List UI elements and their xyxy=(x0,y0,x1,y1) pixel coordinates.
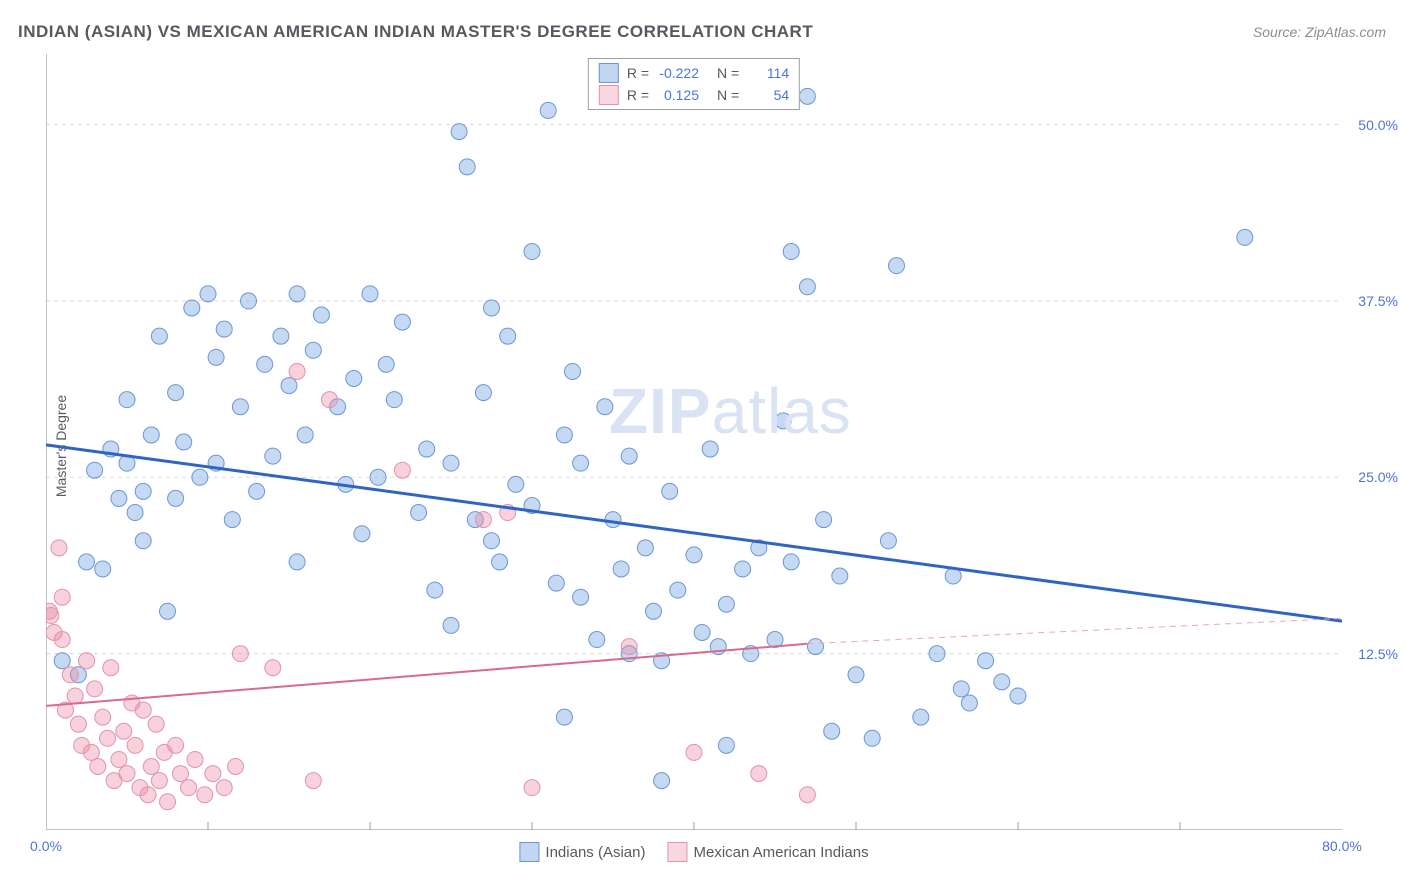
legend-swatch xyxy=(667,842,687,862)
legend-swatch xyxy=(519,842,539,862)
y-tick-label: 25.0% xyxy=(1348,469,1398,485)
chart-area: ZIPatlas R =-0.222 N =114 R =0.125 N =54… xyxy=(46,54,1342,830)
y-tick-label: 37.5% xyxy=(1348,293,1398,309)
legend-swatch xyxy=(599,63,619,83)
legend-swatch xyxy=(599,85,619,105)
series-legend: Indians (Asian) Mexican American Indians xyxy=(519,842,868,862)
x-tick-label: 80.0% xyxy=(1322,838,1362,854)
chart-title: INDIAN (ASIAN) VS MEXICAN AMERICAN INDIA… xyxy=(18,22,813,42)
legend-stat-row: R =0.125 N =54 xyxy=(599,85,789,105)
correlation-legend: R =-0.222 N =114 R =0.125 N =54 xyxy=(588,58,800,110)
y-tick-label: 50.0% xyxy=(1348,117,1398,133)
legend-series-item: Indians (Asian) xyxy=(519,842,645,862)
x-tick-label: 0.0% xyxy=(30,838,62,854)
source-credit: Source: ZipAtlas.com xyxy=(1253,24,1386,40)
legend-series-item: Mexican American Indians xyxy=(667,842,868,862)
legend-stat-row: R =-0.222 N =114 xyxy=(599,63,789,83)
y-tick-label: 12.5% xyxy=(1348,646,1398,662)
scatter-plot xyxy=(46,54,1342,830)
